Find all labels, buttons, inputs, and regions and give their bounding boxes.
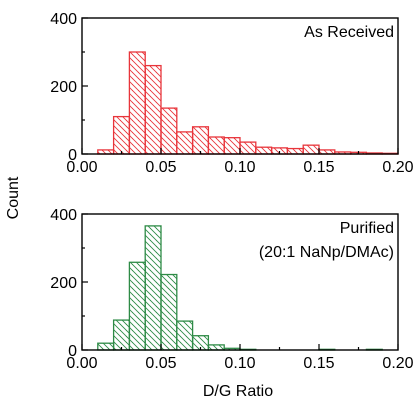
histogram-bar (97, 342, 115, 351)
y-tick-label: 200 (50, 79, 77, 96)
panel-annotation: Purified (340, 220, 394, 237)
histogram-bar (255, 146, 273, 155)
histogram-bar (286, 147, 304, 155)
histogram-bar (191, 126, 210, 155)
histogram-bar (302, 144, 320, 155)
histogram-bar (128, 261, 146, 351)
panel-purified: 0.00 0.05 0.10 0.15 0.20 0 200 400 Purified (20:1… (50, 207, 413, 372)
y-tick-label: 0 (68, 147, 77, 164)
histogram-bar (112, 115, 131, 155)
y-tick-label: 200 (50, 275, 77, 292)
histogram-bar (207, 136, 225, 155)
x-tick-label: 0.20 (382, 159, 413, 176)
x-tick-label: 0.10 (224, 355, 255, 372)
x-tick-label: 0.05 (145, 355, 176, 372)
histogram-bar (207, 344, 225, 351)
x-tick-label: 0.15 (303, 159, 334, 176)
y-tick-label: 0 (68, 343, 77, 360)
histogram-bar (144, 225, 162, 351)
histogram-bar (176, 131, 194, 155)
histogram-bar (176, 320, 194, 351)
panel-annotation: (20:1 NaNp/DMAc) (259, 244, 394, 261)
histogram-bar (160, 107, 178, 155)
y-axis-label: Count (5, 176, 22, 219)
panel-as-received: 0.00 0.05 0.10 0.15 0.20 0 200 400 As Received (50, 11, 413, 176)
x-tick-label: 0.10 (224, 159, 255, 176)
x-tick-label: 0.20 (382, 355, 413, 372)
x-tick-label: 0.05 (145, 159, 176, 176)
panel-annotation: As Received (304, 24, 394, 41)
x-tick-label: 0.00 (66, 355, 97, 372)
histogram-bar (223, 137, 241, 155)
y-tick-label: 400 (50, 11, 77, 28)
y-tick-label: 400 (50, 207, 77, 224)
histogram-bar (112, 319, 131, 351)
x-axis-label: D/G Ratio (203, 383, 273, 400)
histogram-bar (128, 51, 146, 155)
x-tick-label: 0.15 (303, 355, 334, 372)
histogram-bar (144, 64, 162, 155)
histogram-bar (239, 141, 257, 155)
x-tick-label: 0.00 (66, 159, 97, 176)
histogram-bar (160, 273, 178, 351)
